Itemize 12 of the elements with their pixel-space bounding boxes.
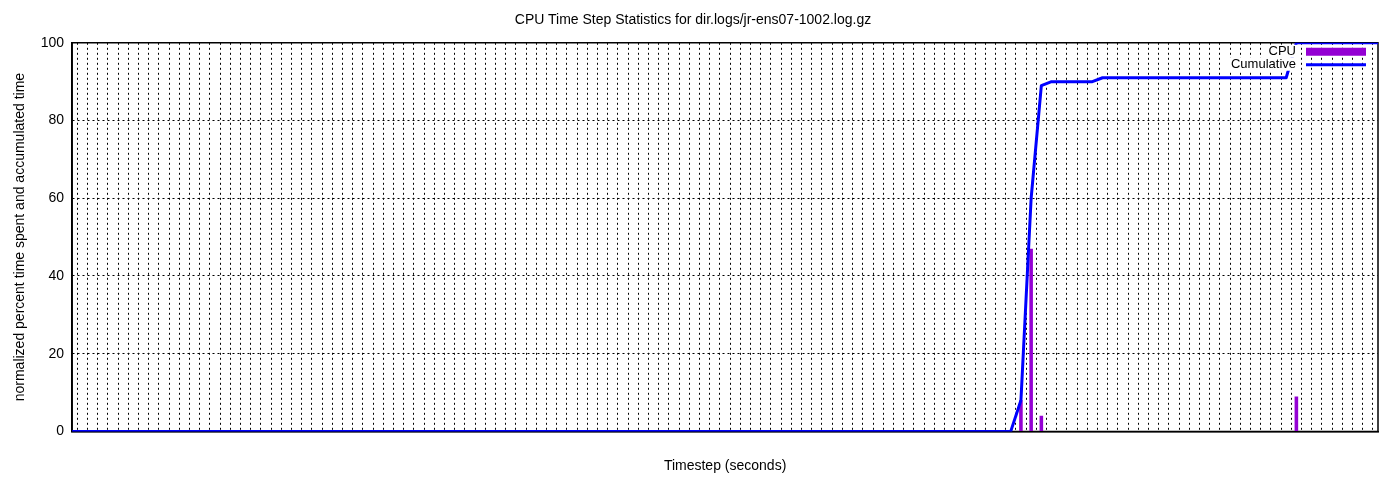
y-tick-label: 0 [56,422,65,439]
y-tick-label: 20 [48,344,65,361]
y-tick-label: 80 [48,111,65,128]
x-axis-title: Timestep (seconds) [663,457,787,474]
y-tick-label: 40 [48,266,65,283]
bar [1029,248,1033,431]
y-axis-title: normalized percent time spent and accumulated time [11,72,28,402]
legend-label: Cumulative [1230,56,1296,72]
y-tick-label: 100 [40,33,65,50]
legend-label: CPU [1268,43,1296,59]
y-tick-label: 60 [48,189,65,206]
chart-title: CPU Time Step Statistics for dir.logs/jr-ens07-1002.log.gz [514,11,872,28]
